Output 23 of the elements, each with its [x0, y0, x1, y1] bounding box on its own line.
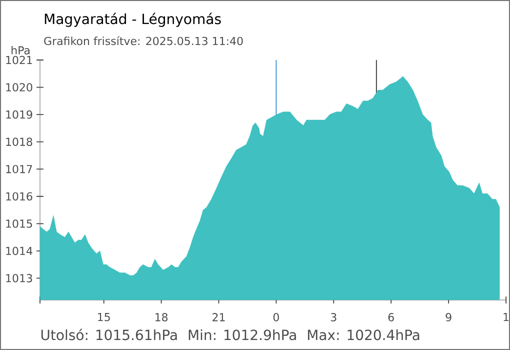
y-tick-label: 1016	[6, 192, 32, 201]
x-tick-label: 1	[504, 313, 508, 322]
y-tick-label: 1015	[6, 219, 32, 228]
y-tick-label: 1020	[6, 83, 32, 92]
text: Utolsó: 1015.61hPa	[41, 328, 177, 340]
y-tick-label: 1013	[6, 274, 32, 282]
y-tick-label: 1014	[6, 246, 32, 256]
x-tick-label: 6	[388, 313, 394, 322]
y-tick-label: 1019	[6, 110, 32, 119]
x-tick-label: 21	[212, 313, 225, 322]
text: Max: 1020.4hPa	[308, 329, 420, 340]
y-tick-label: 1018	[6, 138, 32, 146]
x-tick-label: 0	[273, 313, 279, 322]
chart-subtitle: Grafikon frissítve: 2025.05.13 11:40	[44, 36, 243, 46]
chart-title: Magyaratád - Légnyomás	[44, 12, 221, 27]
y-axis-title: hPa	[12, 46, 30, 54]
x-tick-label: 15	[98, 313, 110, 322]
x-tick-label: 18	[156, 313, 168, 322]
x-tick-label: 3	[330, 313, 336, 322]
x-tick-label: 9	[446, 313, 452, 322]
text: Min: 1012.9hPa	[188, 329, 296, 340]
y-tick-label: 1021	[6, 56, 32, 64]
y-tick-label: 1017	[6, 164, 32, 174]
